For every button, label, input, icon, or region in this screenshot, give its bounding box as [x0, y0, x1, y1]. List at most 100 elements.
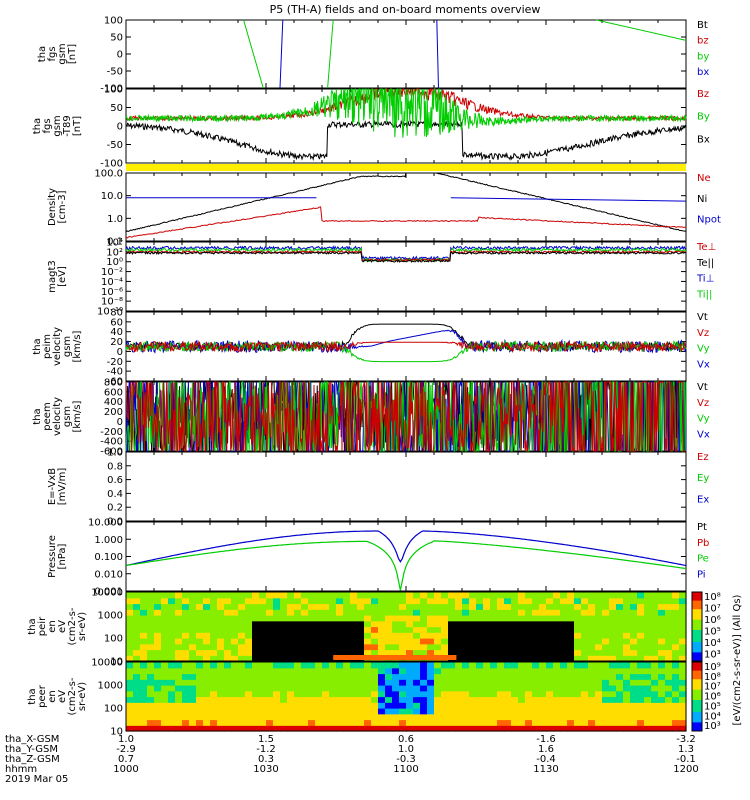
ylabel-ispec: peir: [37, 616, 48, 636]
spec-cell-ion: [182, 649, 190, 656]
spec-cell-ion: [273, 592, 281, 599]
spec-cell-electron: [371, 725, 379, 732]
spec-cell-electron: [399, 673, 407, 680]
spec-cell-ion: [616, 638, 624, 645]
colorbar-cell: [692, 662, 702, 665]
spec-cell-electron: [224, 685, 232, 692]
spec-cell-ion: [322, 597, 330, 605]
spec-cell-electron: [224, 725, 232, 732]
spec-cell-ion: [308, 603, 316, 610]
spec-cell-electron: [406, 696, 414, 703]
spec-cell-electron: [217, 708, 225, 715]
spec-cell-electron: [672, 702, 680, 709]
spec-cell-ion: [385, 643, 393, 651]
spec-cell-ion: [595, 638, 603, 645]
spec-cell-electron: [497, 702, 505, 709]
spec-cell-ion: [581, 643, 589, 651]
spec-cell-electron: [581, 708, 589, 715]
spec-cell-ion: [259, 597, 267, 605]
spec-cell-electron: [490, 702, 498, 709]
spec-cell-ion: [301, 643, 309, 651]
spec-cell-ion: [259, 649, 267, 656]
spec-cell-electron: [665, 679, 673, 686]
spec-cell-electron: [371, 719, 379, 726]
spec-cell-electron: [644, 685, 652, 692]
colorbar-cell: [692, 708, 702, 711]
spec-cell-electron: [413, 662, 421, 669]
spec-cell-electron: [434, 702, 442, 709]
spec-cell-ion: [567, 609, 575, 616]
spec-cell-electron: [567, 690, 575, 698]
spec-cell-electron: [595, 713, 603, 721]
spec-cell-electron: [189, 719, 197, 726]
spec-cell-ion: [567, 655, 575, 662]
spec-cell-ion: [245, 620, 253, 628]
spec-cell-electron: [252, 673, 260, 680]
spec-cell-electron: [203, 662, 211, 669]
spec-cell-ion: [658, 620, 666, 628]
spec-cell-ion: [560, 597, 568, 605]
spec-cell-electron: [273, 702, 281, 709]
legend-fgs-bt: Bt: [697, 20, 708, 31]
spec-cell-ion: [455, 643, 463, 651]
spec-cell-ion: [448, 603, 456, 610]
spec-cell-electron: [182, 702, 190, 709]
colorbar-cell: [692, 687, 702, 691]
panel-frame-fgs: [125, 19, 687, 89]
xaxis-value: -0.3: [396, 754, 416, 765]
spec-cell-electron: [308, 667, 316, 675]
spec-cell-ion: [553, 592, 561, 599]
spec-cell-electron: [490, 679, 498, 686]
spec-cell-electron: [273, 685, 281, 692]
spec-cell-ion: [399, 649, 407, 656]
spec-cell-electron: [343, 713, 351, 721]
spec-cell-ion: [154, 638, 162, 645]
spec-cell-electron: [196, 662, 204, 669]
spec-cell-electron: [280, 673, 288, 680]
spec-cell-ion: [301, 638, 309, 645]
spec-cell-electron: [637, 667, 645, 675]
spec-cell-ion: [147, 609, 155, 616]
spec-cell-ion: [357, 620, 365, 628]
spec-cell-electron: [602, 702, 610, 709]
yellow-bar: [126, 164, 686, 171]
spec-cell-electron: [217, 725, 225, 732]
spec-cell-electron: [385, 719, 393, 726]
spec-cell-ion: [497, 620, 505, 628]
spec-cell-ion: [336, 597, 344, 605]
spec-cell-ion: [231, 655, 239, 662]
spec-cell-ion: [630, 597, 638, 605]
spec-cell-electron: [595, 673, 603, 680]
spec-cell-electron: [455, 662, 463, 669]
spec-cell-ion: [350, 632, 358, 639]
spec-cell-electron: [602, 713, 610, 721]
spec-cell-ion: [210, 609, 218, 616]
spec-cell-electron: [616, 662, 624, 669]
ytick-label-espec: 10000: [91, 658, 123, 669]
spec-cell-ion: [266, 615, 274, 622]
spec-cell-electron: [238, 725, 246, 732]
spec-cell-electron: [406, 702, 414, 709]
spec-cell-electron: [413, 725, 421, 732]
spec-cell-electron: [616, 713, 624, 721]
legend-temp-te⊥: Te⊥: [696, 242, 716, 253]
spec-cell-ion: [217, 626, 225, 633]
spec-cell-ion: [203, 597, 211, 605]
spec-cell-ion: [525, 649, 533, 656]
spec-cell-ion: [546, 592, 554, 599]
ytick-label-vele: 0: [117, 417, 123, 428]
spec-cell-ion: [623, 643, 631, 651]
spec-cell-ion: [532, 643, 540, 651]
spec-cell-electron: [637, 702, 645, 709]
ytick-label-efield: 0.2: [107, 503, 123, 514]
spec-cell-ion: [462, 649, 470, 656]
spec-cell-electron: [546, 708, 554, 715]
spec-cell-ion: [630, 592, 638, 599]
spec-cell-electron: [266, 662, 274, 669]
spec-cell-electron: [476, 725, 484, 732]
spec-cell-electron: [252, 662, 260, 669]
spec-cell-ion: [539, 615, 547, 622]
spec-cell-electron: [126, 713, 134, 721]
spec-cell-ion: [413, 632, 421, 639]
